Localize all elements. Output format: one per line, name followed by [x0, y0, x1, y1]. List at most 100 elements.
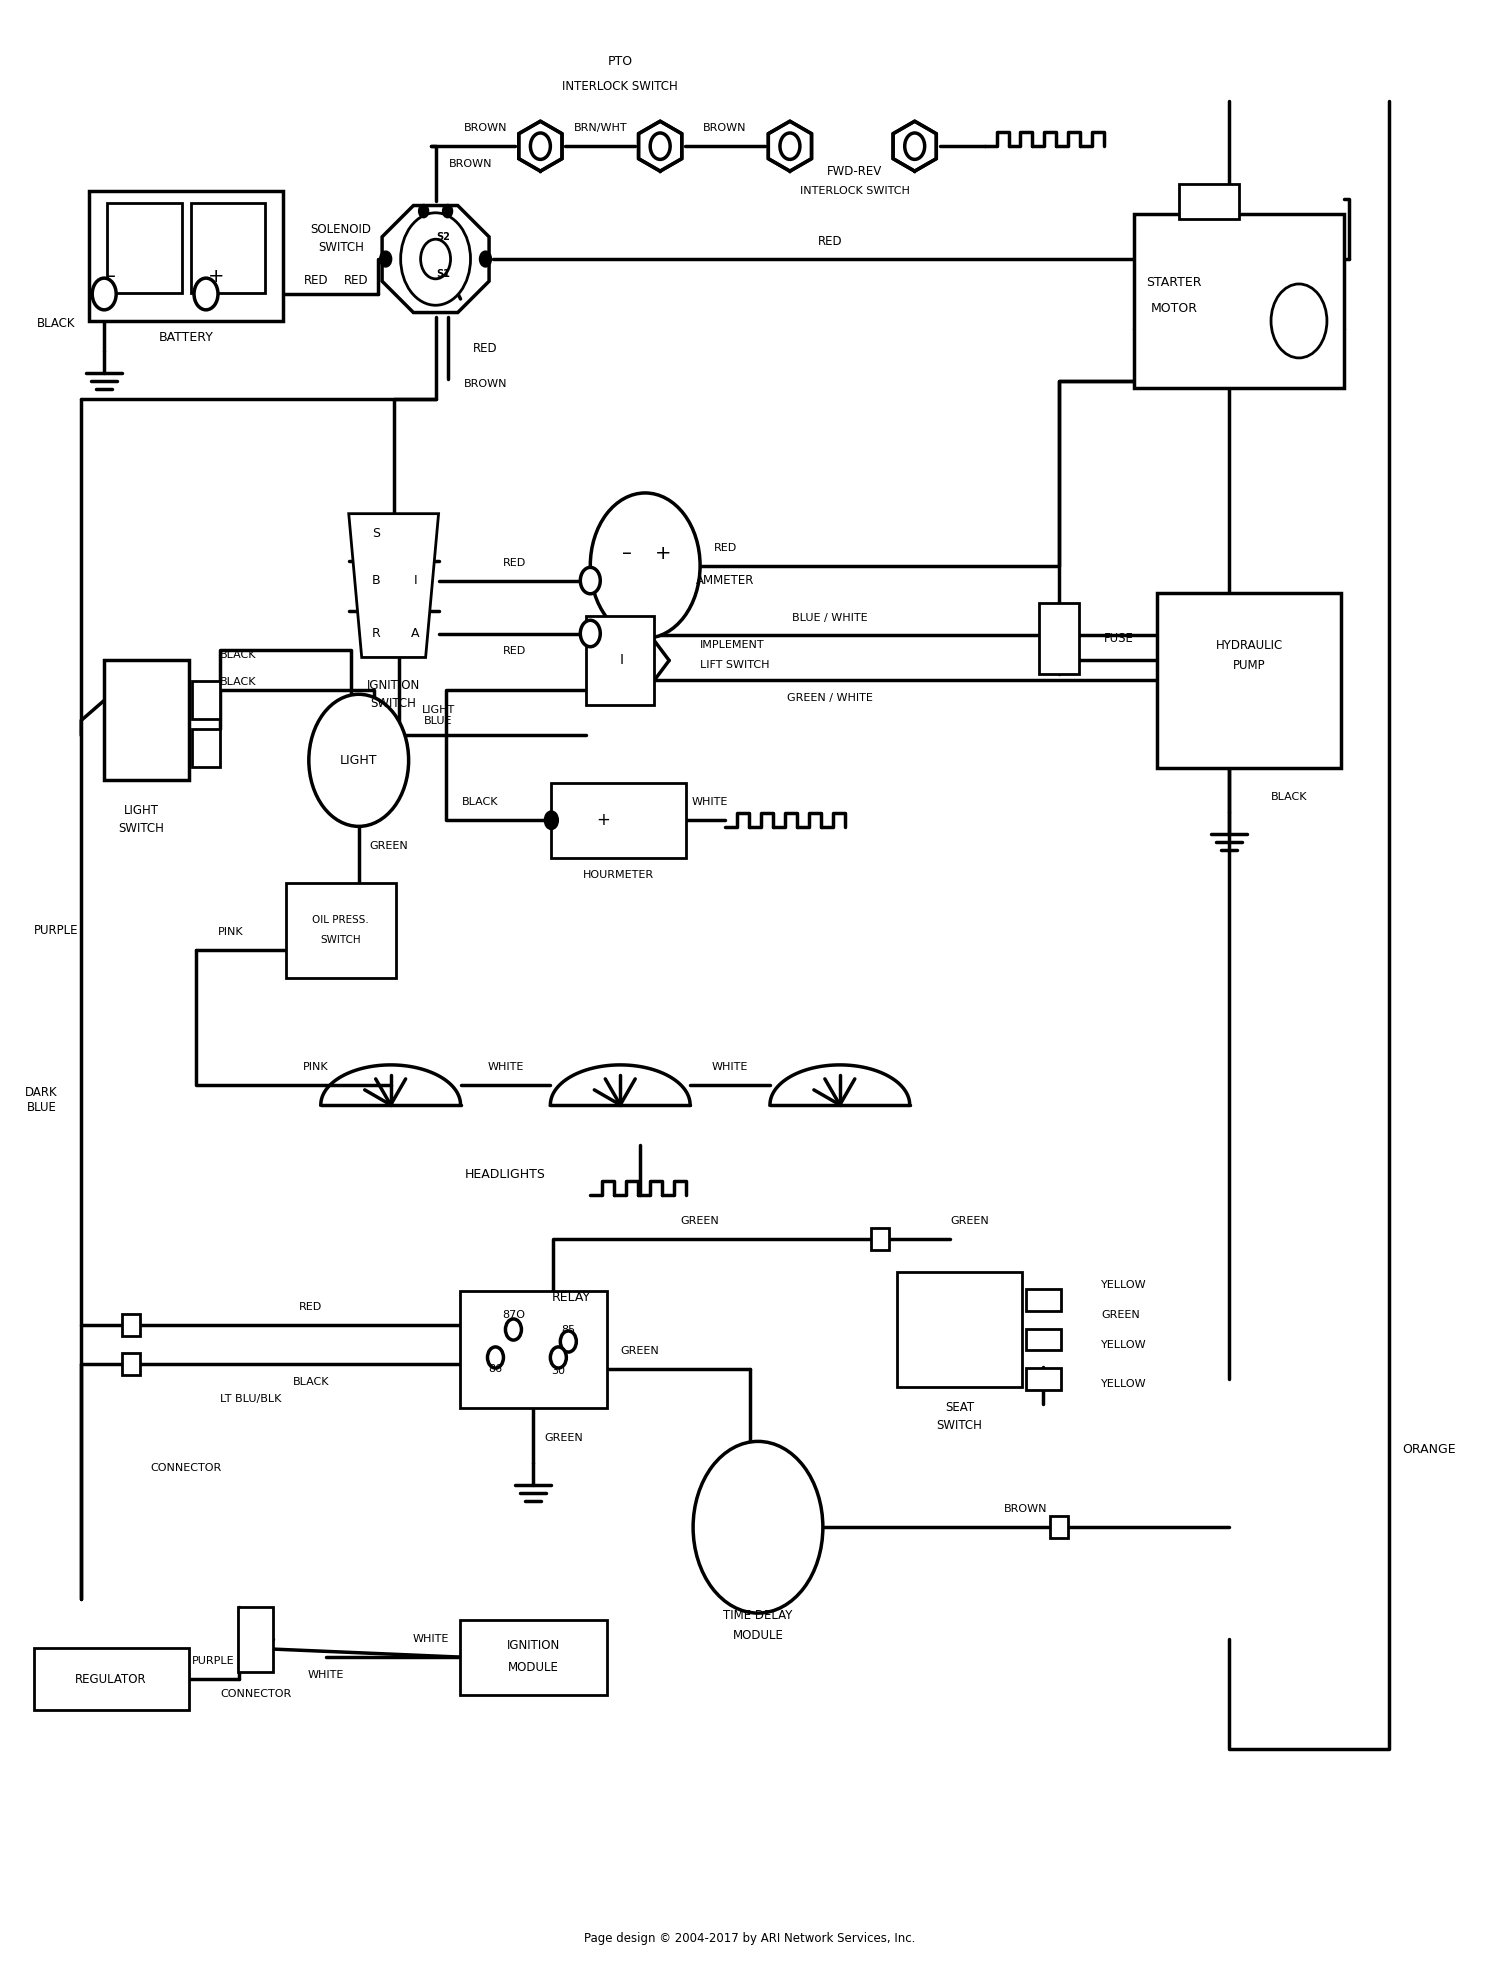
Text: BROWN: BROWN	[464, 123, 507, 133]
Ellipse shape	[693, 1442, 824, 1613]
Text: BLUE / WHITE: BLUE / WHITE	[792, 613, 867, 623]
Ellipse shape	[309, 694, 408, 827]
Text: STARTER: STARTER	[1146, 276, 1202, 290]
Text: LIFT SWITCH: LIFT SWITCH	[700, 661, 770, 671]
Text: GREEN / WHITE: GREEN / WHITE	[788, 694, 873, 704]
Text: IGNITION: IGNITION	[507, 1639, 560, 1651]
Ellipse shape	[580, 567, 600, 593]
Text: WHITE: WHITE	[692, 798, 729, 807]
Ellipse shape	[488, 1347, 504, 1369]
Text: BLACK: BLACK	[1270, 792, 1306, 802]
Text: A: A	[411, 627, 420, 641]
Ellipse shape	[780, 133, 800, 159]
Text: WHITE: WHITE	[413, 1635, 448, 1645]
Text: PUMP: PUMP	[1233, 659, 1266, 673]
Text: GREEN: GREEN	[1101, 1309, 1140, 1319]
Text: GREEN: GREEN	[544, 1432, 582, 1444]
Text: WHITE: WHITE	[712, 1061, 748, 1071]
Text: BLACK: BLACK	[219, 651, 257, 661]
Text: GREEN: GREEN	[369, 841, 408, 851]
Text: BROWN: BROWN	[1004, 1504, 1047, 1514]
Bar	[1134, 214, 1344, 389]
Ellipse shape	[419, 204, 429, 218]
Text: –: –	[622, 544, 632, 563]
Text: LIGHT
BLUE: LIGHT BLUE	[422, 704, 454, 726]
Text: IMPLEMENT: IMPLEMENT	[700, 641, 765, 651]
Bar	[286, 883, 396, 978]
Text: +: +	[656, 544, 672, 563]
Bar	[34, 1649, 189, 1710]
Bar	[459, 1619, 608, 1694]
Text: SWITCH: SWITCH	[118, 821, 164, 835]
Ellipse shape	[650, 133, 670, 159]
Text: 85: 85	[561, 1325, 576, 1335]
Text: RED: RED	[714, 542, 736, 554]
Text: LIGHT: LIGHT	[340, 754, 378, 768]
Text: SWITCH: SWITCH	[936, 1419, 982, 1432]
Text: INTERLOCK SWITCH: INTERLOCK SWITCH	[800, 186, 909, 196]
Polygon shape	[639, 121, 682, 171]
Text: RED: RED	[344, 274, 368, 288]
Ellipse shape	[420, 240, 450, 280]
Bar	[897, 1272, 1022, 1387]
Ellipse shape	[400, 212, 471, 306]
Text: GREEN: GREEN	[621, 1347, 660, 1357]
Text: LIGHT: LIGHT	[123, 804, 159, 817]
Text: HOURMETER: HOURMETER	[582, 871, 654, 881]
Text: OIL PRESS.: OIL PRESS.	[312, 915, 369, 925]
Bar	[1026, 1288, 1060, 1311]
Ellipse shape	[580, 621, 600, 647]
Text: PINK: PINK	[217, 927, 244, 936]
Text: RELAY: RELAY	[552, 1292, 591, 1303]
Text: RED: RED	[818, 234, 842, 248]
Text: SWITCH: SWITCH	[370, 696, 417, 710]
Ellipse shape	[591, 492, 700, 639]
Text: S2: S2	[436, 232, 450, 242]
Bar	[106, 202, 182, 294]
Text: REGULATOR: REGULATOR	[75, 1673, 147, 1686]
Bar	[1156, 593, 1341, 768]
Text: BLACK: BLACK	[219, 677, 257, 686]
Bar	[586, 615, 654, 706]
Text: +: +	[207, 266, 224, 286]
Bar	[871, 1228, 888, 1250]
Text: YELLOW: YELLOW	[1101, 1379, 1148, 1389]
Bar	[104, 661, 189, 780]
Text: BLACK: BLACK	[38, 317, 75, 331]
Text: SEAT: SEAT	[945, 1401, 974, 1415]
Text: DARK
BLUE: DARK BLUE	[26, 1085, 57, 1113]
Ellipse shape	[561, 1331, 576, 1351]
Ellipse shape	[442, 204, 453, 218]
Ellipse shape	[380, 252, 392, 268]
Text: SWITCH: SWITCH	[318, 240, 363, 254]
Polygon shape	[519, 121, 562, 171]
Text: WHITE: WHITE	[308, 1671, 344, 1680]
Text: GREEN: GREEN	[950, 1216, 988, 1226]
Text: MODULE: MODULE	[732, 1629, 783, 1641]
Text: INTERLOCK SWITCH: INTERLOCK SWITCH	[562, 79, 678, 93]
Text: Page design © 2004-2017 by ARI Network Services, Inc.: Page design © 2004-2017 by ARI Network S…	[585, 1932, 915, 1944]
Text: RED: RED	[298, 1302, 322, 1311]
Bar	[459, 1290, 608, 1409]
Bar	[550, 784, 686, 857]
Text: RED: RED	[303, 274, 328, 288]
Polygon shape	[892, 121, 936, 171]
Text: I: I	[414, 573, 417, 587]
Text: BRN/WHT: BRN/WHT	[573, 123, 627, 133]
Ellipse shape	[1270, 284, 1328, 357]
Text: +: +	[597, 811, 610, 829]
Text: PURPLE: PURPLE	[192, 1657, 234, 1667]
Ellipse shape	[904, 133, 924, 159]
Text: FUSE: FUSE	[1104, 633, 1134, 645]
Text: GREEN: GREEN	[681, 1216, 720, 1226]
Text: YELLOW: YELLOW	[1101, 1280, 1148, 1290]
Text: PTO: PTO	[608, 56, 633, 67]
Text: R: R	[372, 627, 380, 641]
Bar	[88, 190, 284, 321]
Text: –: –	[106, 266, 116, 286]
Bar	[1050, 1516, 1068, 1538]
Ellipse shape	[550, 1347, 567, 1369]
Text: YELLOW: YELLOW	[1101, 1339, 1148, 1349]
Ellipse shape	[506, 1319, 522, 1339]
Ellipse shape	[92, 278, 116, 310]
